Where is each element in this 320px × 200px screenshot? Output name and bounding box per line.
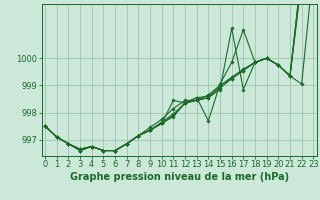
X-axis label: Graphe pression niveau de la mer (hPa): Graphe pression niveau de la mer (hPa) — [70, 172, 289, 182]
